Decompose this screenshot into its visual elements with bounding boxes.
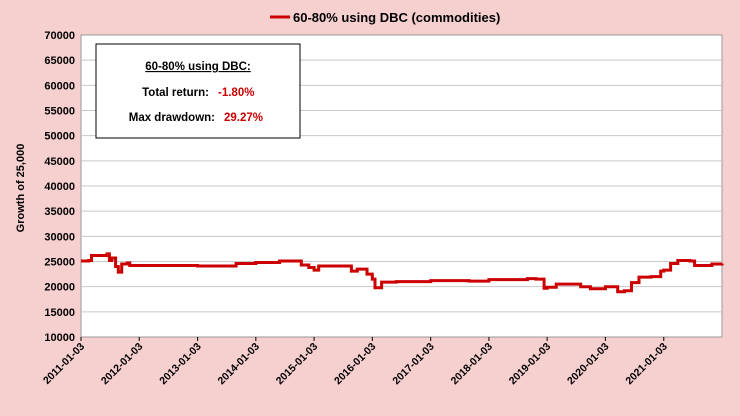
y-tick-label: 70000: [44, 30, 75, 42]
x-tick-label: 2013-01-03: [157, 341, 204, 388]
stats-box: 60-80% using DBC: Total return: -1.80% M…: [95, 43, 301, 139]
x-tick-label: 2018-01-03: [449, 341, 496, 388]
x-axis-ticks: 2011-01-03 2012-01-03 2013-01-03 2014-01-03…: [41, 337, 670, 387]
max-drawdown-label: Max drawdown:: [129, 112, 215, 124]
y-tick-label: 35000: [44, 206, 75, 218]
y-tick-label: 45000: [44, 156, 75, 168]
y-tick-label: 20000: [44, 282, 75, 294]
y-tick-label: 25000: [44, 257, 75, 269]
x-tick-label: 2012-01-03: [99, 341, 146, 388]
x-tick-label: 2016-01-03: [332, 341, 379, 388]
legend: 60-80% using DBC (commodities): [270, 10, 500, 25]
y-tick-label: 15000: [44, 307, 75, 319]
y-tick-label: 60000: [44, 80, 75, 92]
total-return-value: -1.80%: [218, 87, 254, 99]
series-line: [81, 252, 724, 294]
stats-heading: 60-80% using DBC:: [145, 61, 250, 73]
legend-label: 60-80% using DBC (commodities): [293, 10, 500, 25]
x-tick-label: 2017-01-03: [390, 341, 437, 388]
max-drawdown-value: 29.27%: [224, 112, 263, 124]
y-tick-label: 55000: [44, 106, 75, 118]
stats-box-frame: [95, 43, 301, 139]
x-tick-label: 2015-01-03: [274, 341, 321, 388]
y-axis-label: Growth of 25,000: [15, 144, 27, 233]
x-tick-label: 2020-01-03: [565, 341, 612, 388]
y-tick-label: 65000: [44, 55, 75, 67]
y-tick-label: 50000: [44, 131, 75, 143]
y-tick-label: 10000: [44, 332, 75, 344]
x-tick-label: 2019-01-03: [507, 341, 554, 388]
y-tick-label: 40000: [44, 181, 75, 193]
total-return-label: Total return:: [142, 87, 209, 99]
x-tick-label: 2014-01-03: [215, 341, 262, 388]
x-tick-label: 2021-01-03: [623, 341, 670, 388]
x-tick-label: 2011-01-03: [41, 341, 87, 387]
y-tick-label: 30000: [44, 231, 75, 243]
y-axis-ticks: 10000 15000 20000 25000 30000 35000 40000 45000…: [44, 30, 75, 344]
